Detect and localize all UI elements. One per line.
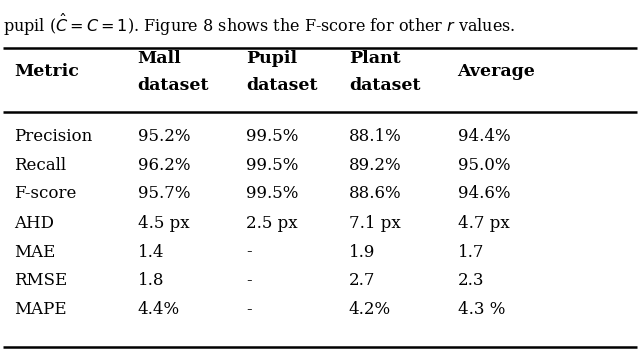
Text: Pupil: Pupil xyxy=(246,50,298,67)
Text: -: - xyxy=(246,301,252,318)
Text: 88.6%: 88.6% xyxy=(349,185,401,202)
Text: 99.5%: 99.5% xyxy=(246,157,299,174)
Text: MAPE: MAPE xyxy=(14,301,67,318)
Text: 2.5 px: 2.5 px xyxy=(246,215,298,232)
Text: 95.7%: 95.7% xyxy=(138,185,190,202)
Text: 88.1%: 88.1% xyxy=(349,128,401,145)
Text: 94.6%: 94.6% xyxy=(458,185,510,202)
Text: dataset: dataset xyxy=(349,77,420,94)
Text: -: - xyxy=(246,272,252,289)
Text: Precision: Precision xyxy=(14,128,92,145)
Text: Metric: Metric xyxy=(14,64,79,80)
Text: 99.5%: 99.5% xyxy=(246,128,299,145)
Text: pupil ($\hat{C} = C = 1$). Figure 8 shows the F-score for other $r$ values.: pupil ($\hat{C} = C = 1$). Figure 8 show… xyxy=(3,12,516,38)
Text: 1.4: 1.4 xyxy=(138,244,164,261)
Text: dataset: dataset xyxy=(246,77,318,94)
Text: 99.5%: 99.5% xyxy=(246,185,299,202)
Text: AHD: AHD xyxy=(14,215,54,232)
Text: 4.7 px: 4.7 px xyxy=(458,215,509,232)
Text: 4.5 px: 4.5 px xyxy=(138,215,189,232)
Text: 95.2%: 95.2% xyxy=(138,128,190,145)
Text: Recall: Recall xyxy=(14,157,66,174)
Text: RMSE: RMSE xyxy=(14,272,67,289)
Text: 4.4%: 4.4% xyxy=(138,301,180,318)
Text: 96.2%: 96.2% xyxy=(138,157,190,174)
Text: 4.2%: 4.2% xyxy=(349,301,391,318)
Text: 7.1 px: 7.1 px xyxy=(349,215,401,232)
Text: 1.9: 1.9 xyxy=(349,244,375,261)
Text: F-score: F-score xyxy=(14,185,76,202)
Text: MAE: MAE xyxy=(14,244,56,261)
Text: 1.7: 1.7 xyxy=(458,244,484,261)
Text: Mall: Mall xyxy=(138,50,181,67)
Text: Plant: Plant xyxy=(349,50,401,67)
Text: Average: Average xyxy=(458,64,536,80)
Text: -: - xyxy=(246,244,252,261)
Text: 89.2%: 89.2% xyxy=(349,157,401,174)
Text: 1.8: 1.8 xyxy=(138,272,164,289)
Text: 2.3: 2.3 xyxy=(458,272,484,289)
Text: 94.4%: 94.4% xyxy=(458,128,510,145)
Text: 4.3 %: 4.3 % xyxy=(458,301,505,318)
Text: 95.0%: 95.0% xyxy=(458,157,510,174)
Text: 2.7: 2.7 xyxy=(349,272,375,289)
Text: dataset: dataset xyxy=(138,77,209,94)
